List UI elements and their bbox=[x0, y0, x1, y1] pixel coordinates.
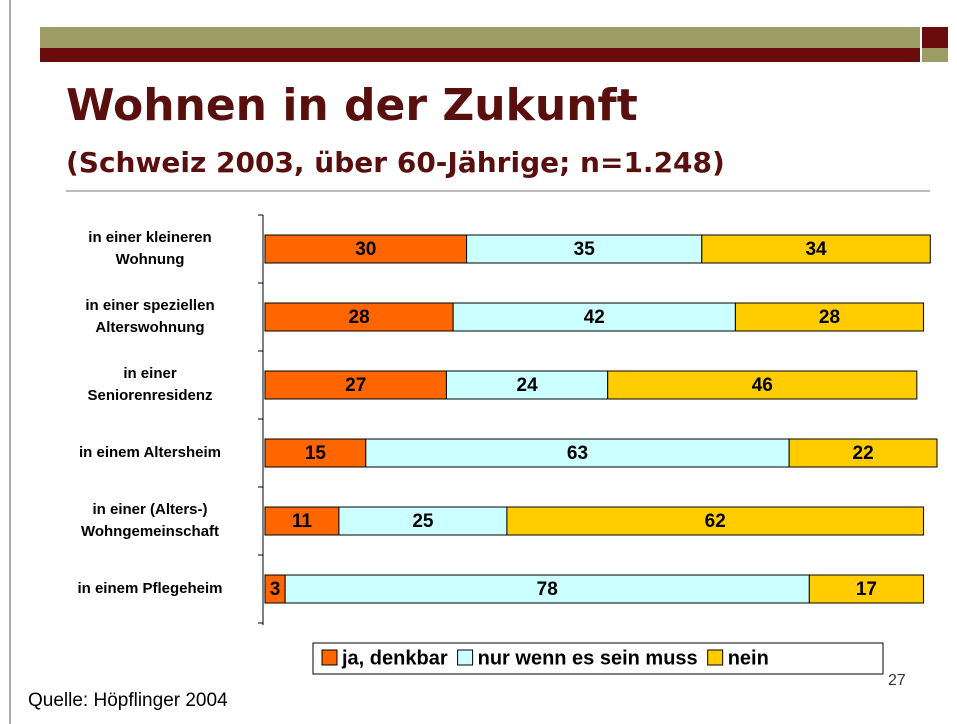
value-label: 46 bbox=[752, 375, 773, 396]
bar-segment bbox=[445, 370, 609, 400]
category-label: in einer (Alters-) bbox=[92, 501, 207, 518]
bar-segment bbox=[808, 574, 925, 604]
value-label: 30 bbox=[355, 239, 376, 260]
bar-segment bbox=[734, 302, 925, 332]
header-band bbox=[40, 27, 920, 48]
category-label: in einem Altersheim bbox=[79, 444, 221, 461]
header-stripe bbox=[40, 48, 920, 62]
bar-segment bbox=[264, 234, 468, 264]
bar-segment bbox=[338, 506, 508, 536]
value-label: 63 bbox=[567, 443, 588, 464]
value-label: 11 bbox=[292, 511, 313, 532]
value-label: 25 bbox=[412, 511, 434, 532]
category-label: in einer speziellen bbox=[85, 297, 214, 314]
value-label: 28 bbox=[349, 307, 370, 328]
legend-label: nur wenn es sein muss bbox=[478, 647, 698, 669]
bar-segment bbox=[788, 438, 938, 468]
bar-segment bbox=[506, 506, 925, 536]
legend-label: nein bbox=[728, 647, 769, 669]
bar-segment bbox=[264, 438, 367, 468]
value-label: 22 bbox=[853, 443, 874, 464]
value-label: 27 bbox=[345, 375, 366, 396]
value-label: 78 bbox=[537, 579, 558, 600]
bar-segment bbox=[452, 302, 736, 332]
value-label: 62 bbox=[705, 511, 726, 532]
category-label: Wohnung bbox=[116, 251, 185, 268]
value-label: 24 bbox=[517, 375, 539, 396]
legend-swatch bbox=[457, 649, 474, 666]
category-label: in einem Pflegeheim bbox=[77, 580, 222, 597]
bar-segment bbox=[264, 302, 454, 332]
value-label: 17 bbox=[856, 579, 877, 600]
header-square bbox=[922, 27, 948, 48]
category-label: in einer kleineren bbox=[88, 229, 211, 246]
bar-segment bbox=[264, 506, 340, 536]
bar-segment bbox=[466, 234, 703, 264]
page-number: 27 bbox=[888, 672, 906, 689]
value-label: 15 bbox=[305, 443, 327, 464]
value-label: 28 bbox=[819, 307, 840, 328]
value-label: 35 bbox=[574, 239, 596, 260]
legend-swatch bbox=[321, 649, 338, 666]
header-square bbox=[922, 48, 948, 62]
value-label: 42 bbox=[584, 307, 605, 328]
category-label: Alterswohnung bbox=[95, 319, 204, 336]
legend-swatch bbox=[707, 649, 724, 666]
chart-title: Wohnen in der Zukunft bbox=[66, 80, 638, 131]
bar-segment bbox=[701, 234, 931, 264]
category-label: in einer bbox=[123, 365, 177, 382]
legend-box bbox=[312, 642, 884, 675]
value-label: 3 bbox=[270, 579, 281, 600]
bar-segment bbox=[607, 370, 918, 400]
category-label: Seniorenresidenz bbox=[87, 387, 212, 404]
value-label: 34 bbox=[805, 239, 827, 260]
category-label: Wohngemeinschaft bbox=[81, 523, 219, 540]
legend-label: ja, denkbar bbox=[341, 647, 448, 669]
source: Quelle: Höpflinger 2004 bbox=[28, 690, 228, 711]
chart-subtitle: (Schweiz 2003, über 60-Jährige; n=1.248) bbox=[66, 146, 725, 179]
